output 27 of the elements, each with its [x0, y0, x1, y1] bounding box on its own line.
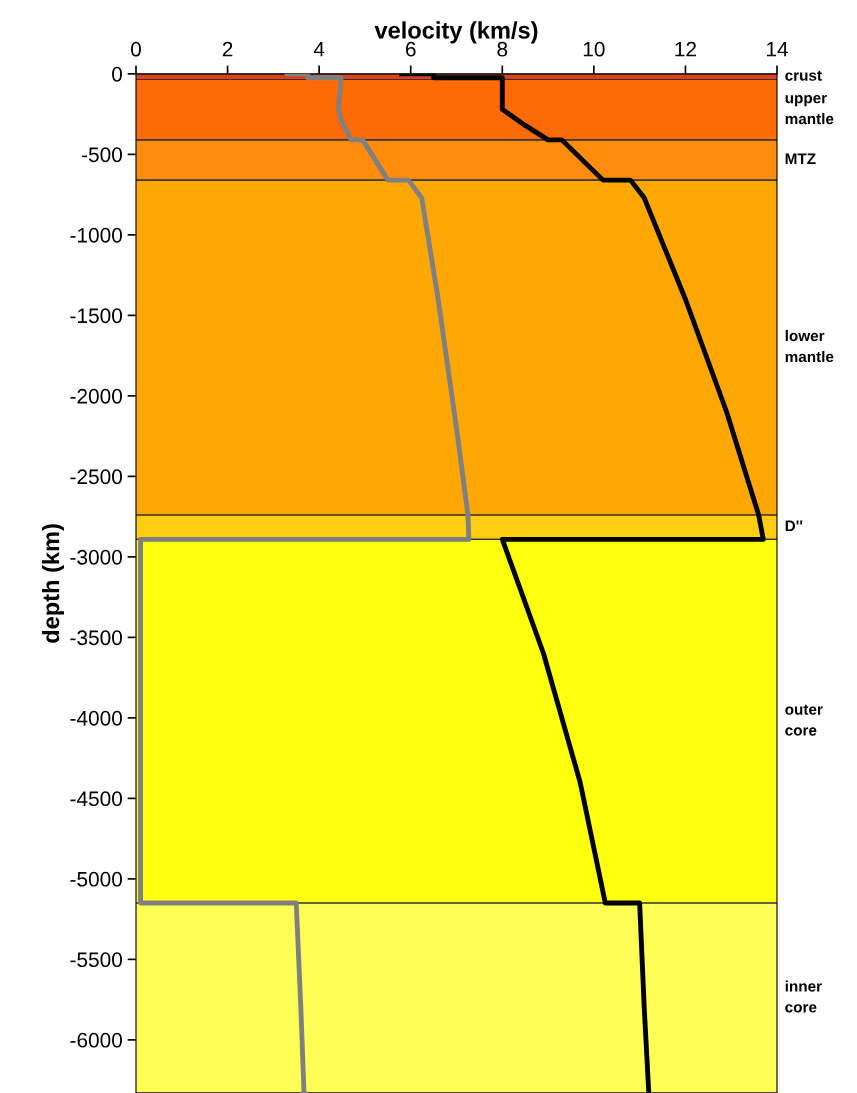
x-tick-label: 14 — [767, 42, 788, 57]
y-tick-label: -3500 — [70, 630, 122, 646]
band-label: MTZ — [785, 153, 816, 164]
y-tick-label: 0 — [112, 66, 122, 82]
y-tick-label: -2000 — [70, 388, 122, 404]
y-tick-label: -5000 — [70, 871, 122, 887]
band-label: outer core — [785, 704, 823, 736]
y-tick-label: -6000 — [70, 1032, 122, 1048]
band-label: upper mantle — [785, 94, 834, 125]
y-tick-label: -4000 — [70, 710, 122, 726]
y-tick-label: -500 — [82, 147, 122, 163]
y-tick-label: -2500 — [70, 469, 122, 485]
x-tick-label: 10 — [583, 41, 605, 57]
x-tick-label: 2 — [222, 41, 233, 57]
y-tick-label: -4500 — [70, 791, 122, 807]
y-tick-label: -1000 — [70, 227, 122, 243]
x-tick-label: 0 — [131, 41, 141, 57]
band-label: D'' — [785, 520, 803, 532]
band-label: inner core — [785, 980, 822, 1013]
y-tick-label: -1500 — [70, 308, 122, 324]
y-axis-title: depth (km) — [41, 524, 64, 643]
y-tick-label: -5500 — [70, 952, 122, 968]
band-label: lower mantle — [785, 330, 834, 363]
x-tick-label: 12 — [675, 41, 696, 57]
y-tick-label: -3000 — [70, 549, 122, 565]
band-label: crust — [785, 70, 822, 81]
x-tick-label: 4 — [313, 42, 325, 57]
